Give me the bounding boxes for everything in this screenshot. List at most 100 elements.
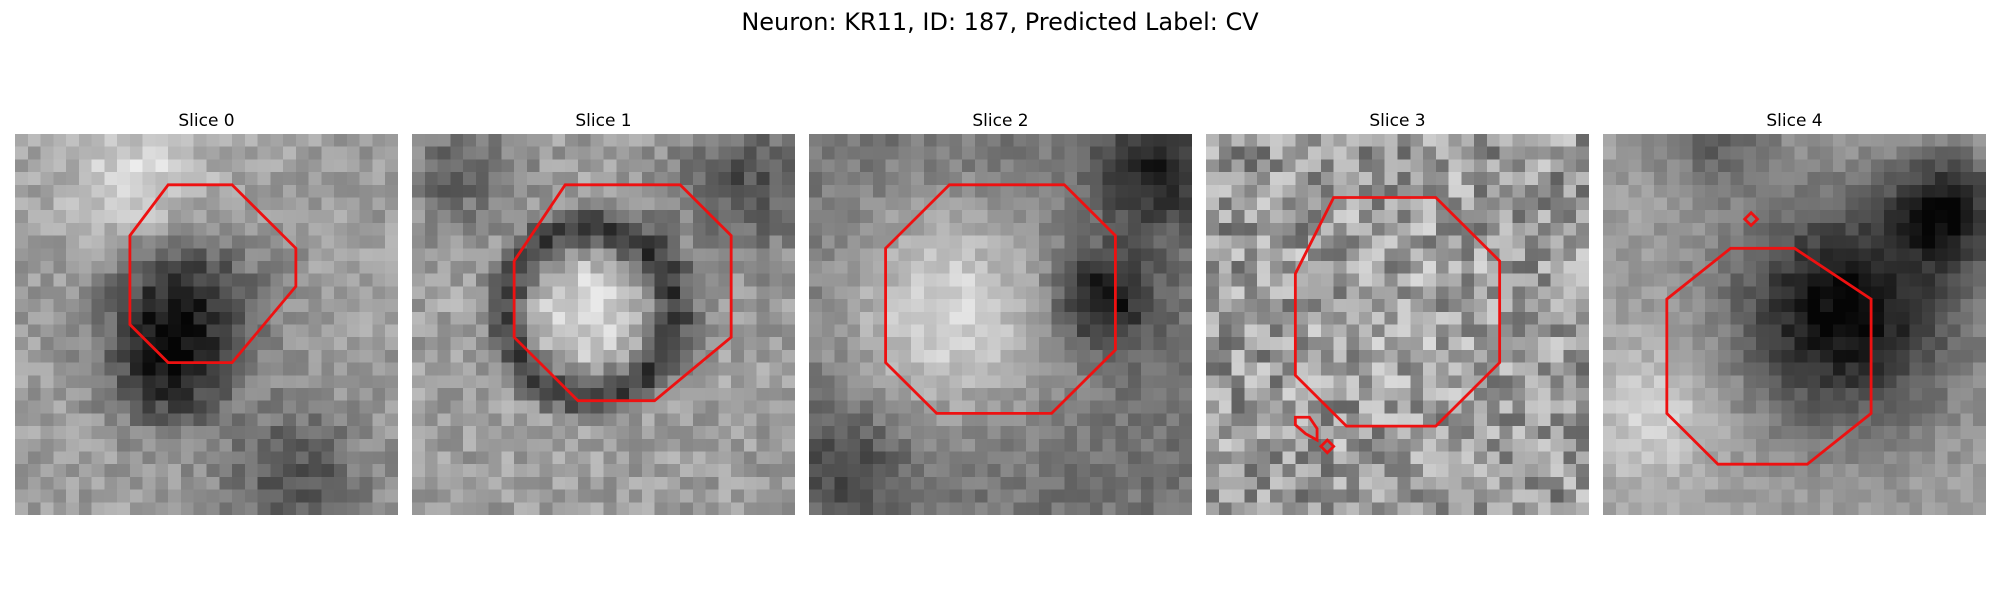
image-pixel (1563, 146, 1577, 160)
image-pixel (283, 248, 297, 262)
image-pixel (321, 324, 335, 338)
image-pixel (974, 362, 988, 376)
image-pixel (1153, 210, 1167, 224)
image-pixel (1641, 502, 1655, 515)
image-pixel (1359, 311, 1373, 325)
image-pixel (1563, 172, 1577, 186)
image-pixel (1051, 489, 1065, 503)
image-pixel (1768, 426, 1782, 440)
image-pixel (1794, 197, 1808, 211)
image-pixel (450, 184, 464, 198)
image-pixel (334, 375, 348, 389)
image-pixel (809, 172, 823, 186)
image-pixel (1960, 476, 1974, 490)
image-pixel (1064, 222, 1078, 236)
image-pixel (821, 476, 835, 490)
image-pixel (552, 362, 566, 376)
image-pixel (692, 159, 706, 173)
image-pixel (308, 413, 322, 427)
image-pixel (244, 426, 258, 440)
image-pixel (911, 197, 925, 211)
image-pixel (1781, 159, 1795, 173)
image-pixel (1909, 248, 1923, 262)
image-pixel (1371, 222, 1385, 236)
image-pixel (743, 413, 757, 427)
image-pixel (1179, 222, 1192, 236)
image-pixel (1820, 210, 1834, 224)
image-pixel (1922, 286, 1936, 300)
image-pixel (1384, 248, 1398, 262)
image-pixel (193, 248, 207, 262)
image-pixel (1000, 235, 1014, 249)
image-pixel (821, 400, 835, 414)
image-pixel (142, 464, 156, 478)
image-pixel (1615, 476, 1629, 490)
image-pixel (743, 248, 757, 262)
image-pixel (412, 286, 426, 300)
image-pixel (1128, 222, 1142, 236)
image-pixel (782, 324, 795, 338)
image-pixel (1206, 362, 1220, 376)
image-pixel (359, 159, 373, 173)
image-pixel (1743, 248, 1757, 262)
image-pixel (219, 286, 233, 300)
image-pixel (424, 248, 438, 262)
image-pixel (1525, 438, 1539, 452)
image-pixel (514, 172, 528, 186)
image-pixel (885, 286, 899, 300)
image-pixel (1077, 400, 1091, 414)
image-pixel (424, 222, 438, 236)
image-pixel (1794, 413, 1808, 427)
image-pixel (1077, 134, 1091, 147)
image-pixel (514, 349, 528, 363)
image-pixel (346, 311, 360, 325)
image-pixel (705, 261, 719, 274)
image-pixel (552, 476, 566, 490)
image-pixel (1934, 375, 1948, 389)
image-pixel (372, 273, 386, 287)
image-pixel (809, 489, 823, 503)
image-pixel (629, 299, 643, 313)
image-pixel (1666, 451, 1680, 465)
image-pixel (1244, 337, 1258, 351)
image-pixel (1537, 146, 1551, 160)
image-pixel (936, 362, 950, 376)
image-pixel (1128, 426, 1142, 440)
image-pixel (949, 400, 963, 414)
image-pixel (809, 400, 823, 414)
image-pixel (142, 299, 156, 313)
image-pixel (782, 502, 795, 515)
image-pixel (1206, 464, 1220, 478)
image-pixel (193, 362, 207, 376)
image-pixel (1871, 438, 1885, 452)
image-pixel (1807, 375, 1821, 389)
image-pixel (1282, 337, 1296, 351)
image-pixel (450, 464, 464, 478)
image-pixel (1909, 197, 1923, 211)
image-pixel (372, 261, 386, 274)
image-pixel (1038, 502, 1052, 515)
image-pixel (911, 222, 925, 236)
image-pixel (514, 400, 528, 414)
image-pixel (809, 362, 823, 376)
image-pixel (1384, 197, 1398, 211)
image-pixel (1628, 464, 1642, 478)
image-pixel (1794, 210, 1808, 224)
image-pixel (872, 362, 886, 376)
image-pixel (809, 451, 823, 465)
image-pixel (1102, 184, 1116, 198)
image-pixel (15, 248, 29, 262)
image-pixel (1140, 261, 1154, 274)
image-pixel (667, 413, 681, 427)
image-pixel (1550, 400, 1564, 414)
image-pixel (1563, 362, 1577, 376)
image-pixel (15, 311, 29, 325)
image-pixel (577, 197, 591, 211)
image-pixel (1525, 375, 1539, 389)
image-pixel (885, 375, 899, 389)
image-pixel (782, 286, 795, 300)
image-pixel (1179, 146, 1192, 160)
image-pixel (962, 134, 976, 147)
image-pixel (155, 159, 169, 173)
image-pixel (1089, 324, 1103, 338)
